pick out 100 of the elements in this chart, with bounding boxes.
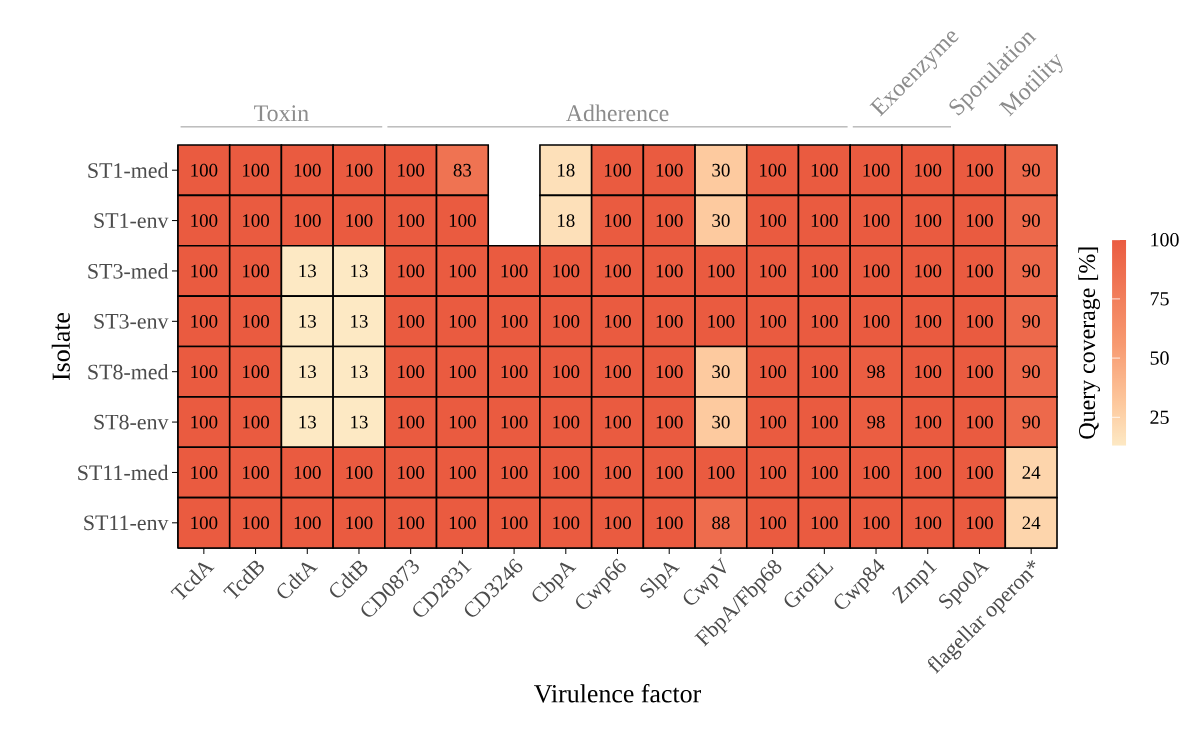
data-label: 100 <box>553 415 580 429</box>
data-label: 100 <box>760 365 787 379</box>
data-label: 100 <box>604 163 631 177</box>
data-label: 100 <box>811 516 838 530</box>
data-label: 100 <box>346 466 373 479</box>
data-label: 88 <box>712 516 730 530</box>
x-tick-label: CdtA <box>277 562 318 599</box>
data-label: 100 <box>553 264 580 278</box>
data-label: 100 <box>708 314 735 328</box>
data-label: 24 <box>1022 466 1041 479</box>
data-label: 100 <box>501 516 528 530</box>
data-label: 18 <box>557 163 575 177</box>
data-label: 100 <box>501 466 528 479</box>
data-label: 13 <box>351 264 368 278</box>
data-label: 100 <box>501 264 528 278</box>
data-label: 13 <box>299 365 316 379</box>
data-label: 100 <box>243 264 270 278</box>
data-label: 100 <box>915 163 942 177</box>
data-label: 30 <box>712 214 730 227</box>
data-label: 100 <box>966 415 993 429</box>
data-label: 100 <box>449 415 476 429</box>
data-label: 100 <box>863 264 890 278</box>
data-label: 100 <box>243 466 270 479</box>
data-label: 100 <box>191 163 218 177</box>
data-label: 13 <box>299 415 316 429</box>
data-label: 100 <box>191 264 218 278</box>
data-label: 24 <box>1022 516 1041 530</box>
data-label: 100 <box>966 163 993 177</box>
y-tick-label: ST3-env <box>94 313 169 329</box>
data-label: 100 <box>346 163 373 177</box>
data-label: 100 <box>398 214 425 227</box>
y-tick-label: ST3-med <box>88 263 169 279</box>
data-label: 30 <box>712 163 730 177</box>
color-bar-label: 75 <box>1150 292 1169 306</box>
color-bar-label: 25 <box>1150 410 1169 424</box>
data-label: 100 <box>915 214 942 227</box>
x-tick-label: SlpA <box>640 562 680 599</box>
data-label: 100 <box>760 264 787 278</box>
data-label: 100 <box>656 314 683 328</box>
data-label: 100 <box>501 365 528 379</box>
data-label: 100 <box>915 466 942 479</box>
data-label: 100 <box>656 415 683 429</box>
data-label: 100 <box>863 163 890 177</box>
data-label: 13 <box>299 314 316 328</box>
data-label: 100 <box>811 365 838 379</box>
data-label: 100 <box>398 365 425 379</box>
data-label: 100 <box>863 214 890 227</box>
data-label: 100 <box>243 365 270 379</box>
data-label: 100 <box>966 214 993 227</box>
y-tick-label: ST8-env <box>94 414 169 430</box>
data-label: 100 <box>604 365 631 379</box>
y-tick-label: ST11-med <box>78 464 169 481</box>
data-label: 100 <box>501 314 528 328</box>
data-label: 100 <box>501 415 528 429</box>
data-label: 98 <box>867 365 885 379</box>
data-label: 90 <box>1022 163 1040 177</box>
data-label: 100 <box>708 264 735 278</box>
data-label: 100 <box>243 516 270 530</box>
data-label: 100 <box>656 264 683 278</box>
data-label: 30 <box>712 415 730 429</box>
data-label: 100 <box>760 516 787 530</box>
data-label: 100 <box>604 516 631 530</box>
data-label: 100 <box>604 314 631 328</box>
y-tick-label: ST1-med <box>88 162 169 178</box>
data-label: 100 <box>553 365 580 379</box>
data-label: 100 <box>191 466 218 479</box>
data-label: 100 <box>449 314 476 328</box>
data-label: 100 <box>811 264 838 278</box>
data-label: 100 <box>708 466 735 479</box>
data-label: 13 <box>299 264 316 278</box>
data-label: 90 <box>1022 214 1040 227</box>
data-label: 100 <box>398 466 425 479</box>
text: Toxin <box>254 105 309 122</box>
data-label: 18 <box>557 214 575 227</box>
data-label: 100 <box>915 314 942 328</box>
data-label: 100 <box>294 214 321 227</box>
data-label: 30 <box>712 365 730 379</box>
data-label: 100 <box>398 163 425 177</box>
data-label: 83 <box>453 163 472 177</box>
data-label: 100 <box>966 365 993 379</box>
data-label: 100 <box>915 264 942 278</box>
data-label: 100 <box>811 466 838 479</box>
text: Adherence <box>565 104 669 122</box>
color-bar-label: 50 <box>1150 351 1169 365</box>
data-label: 100 <box>656 516 683 530</box>
data-label: 100 <box>966 516 993 530</box>
data-label: 100 <box>243 163 270 177</box>
y-tick-label: ST1-env <box>94 213 169 228</box>
data-label: 100 <box>398 516 425 530</box>
data-label: 100 <box>863 466 890 479</box>
data-label: 100 <box>449 516 476 530</box>
data-label: 100 <box>863 516 890 530</box>
data-label: 100 <box>398 415 425 429</box>
data-label: 100 <box>811 415 838 429</box>
data-label: 100 <box>604 214 631 227</box>
data-label: 100 <box>760 163 787 177</box>
data-label: 13 <box>351 314 368 328</box>
data-label: 100 <box>656 163 683 177</box>
data-label: 100 <box>760 214 787 227</box>
data-label: 100 <box>191 314 218 328</box>
